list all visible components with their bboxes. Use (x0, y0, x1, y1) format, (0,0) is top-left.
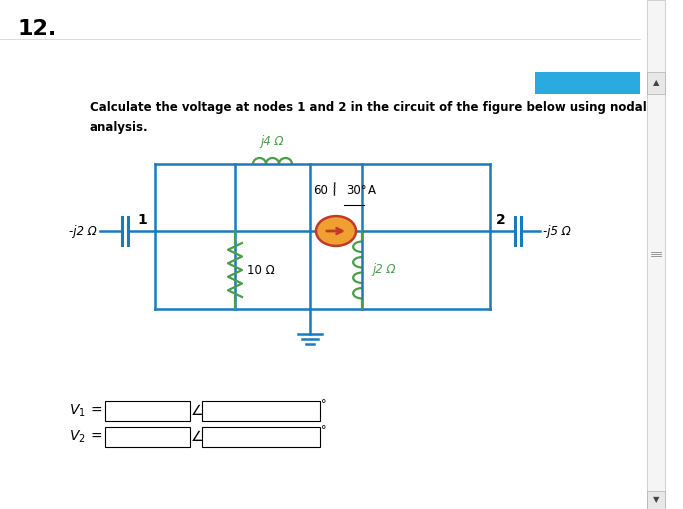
Text: j2 Ω: j2 Ω (372, 264, 395, 276)
Text: ▼: ▼ (653, 495, 659, 504)
Text: 10 Ω: 10 Ω (247, 264, 275, 276)
Text: Calculate the voltage at nodes 1 and 2 in the circuit of the figure below using : Calculate the voltage at nodes 1 and 2 i… (90, 101, 647, 134)
Text: ∠: ∠ (191, 430, 204, 444)
Bar (202, 427, 320, 447)
Text: $V_2$: $V_2$ (69, 429, 86, 445)
Bar (647, 72, 665, 94)
Text: /: / (331, 182, 340, 198)
Text: -j2 Ω: -j2 Ω (69, 224, 97, 238)
Text: -j5 Ω: -j5 Ω (543, 224, 571, 238)
Text: =: = (90, 430, 102, 444)
Bar (647, 491, 665, 509)
Text: °: ° (321, 399, 326, 409)
Text: ▲: ▲ (653, 78, 659, 88)
Text: $V_1$: $V_1$ (69, 403, 86, 419)
Bar (105, 401, 190, 421)
Text: 60: 60 (313, 184, 328, 197)
Bar (647, 0, 665, 509)
Bar (202, 401, 320, 421)
Text: j4 Ω: j4 Ω (261, 135, 284, 148)
Text: A: A (368, 184, 376, 197)
Text: Question: Question (559, 78, 615, 88)
Circle shape (316, 216, 356, 246)
Bar (105, 427, 190, 447)
Text: 1: 1 (137, 213, 147, 227)
Text: 12.: 12. (18, 19, 57, 39)
Text: 2: 2 (496, 213, 505, 227)
Text: 30°: 30° (346, 184, 367, 197)
Text: ∠: ∠ (191, 404, 204, 418)
Text: °: ° (321, 425, 326, 435)
FancyBboxPatch shape (535, 72, 640, 94)
Text: =: = (90, 404, 102, 418)
